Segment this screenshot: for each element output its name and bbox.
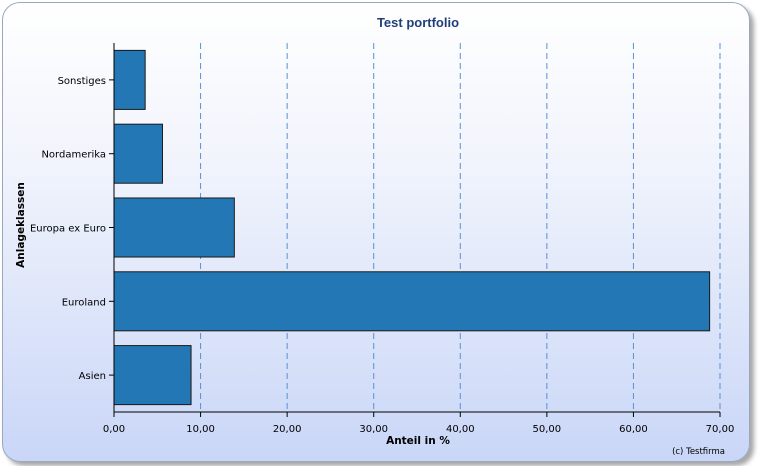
- x-tick-label: 60,00: [619, 424, 648, 435]
- x-tick-label: 70,00: [706, 424, 735, 435]
- x-tick-label: 40,00: [446, 424, 475, 435]
- bar: [113, 49, 146, 110]
- copyright-note: (c) Testfirma: [672, 447, 725, 457]
- bar: [113, 197, 235, 258]
- y-tick-label: Asien: [79, 371, 106, 382]
- x-tick-label: 10,00: [186, 424, 215, 435]
- chart-title: Test portfolio: [377, 15, 459, 30]
- y-axis-title: Anlageklassen: [15, 182, 27, 268]
- bar: [113, 345, 192, 406]
- bars: [113, 49, 711, 406]
- y-tick-labels: Asien Euroland Europa ex Euro Nordamerika So…: [30, 76, 114, 382]
- x-tick-label: 20,00: [273, 424, 302, 435]
- y-tick-label: Sonstiges: [58, 76, 106, 87]
- x-axis-title: Anteil in %: [386, 435, 450, 447]
- y-tick-label: Nordamerika: [41, 150, 106, 161]
- x-tick-label: 50,00: [533, 424, 562, 435]
- x-tick-label: 0,00: [103, 424, 125, 435]
- y-tick-label: Europa ex Euro: [30, 224, 106, 235]
- bar: [113, 123, 163, 184]
- x-tick-label: 30,00: [359, 424, 388, 435]
- bar-chart: Test portfolio Asien Euroland Europa ex Eu…: [15, 15, 734, 457]
- y-tick-label: Euroland: [62, 297, 106, 308]
- x-tick-labels: 0,00 10,00 20,00 30,00 40,00 50,00 60,00 70,00: [103, 412, 734, 435]
- grid-lines: [200, 43, 721, 412]
- bar: [113, 271, 711, 332]
- chart-frame: Test portfolio Asien Euroland Europa ex Eu…: [2, 2, 750, 462]
